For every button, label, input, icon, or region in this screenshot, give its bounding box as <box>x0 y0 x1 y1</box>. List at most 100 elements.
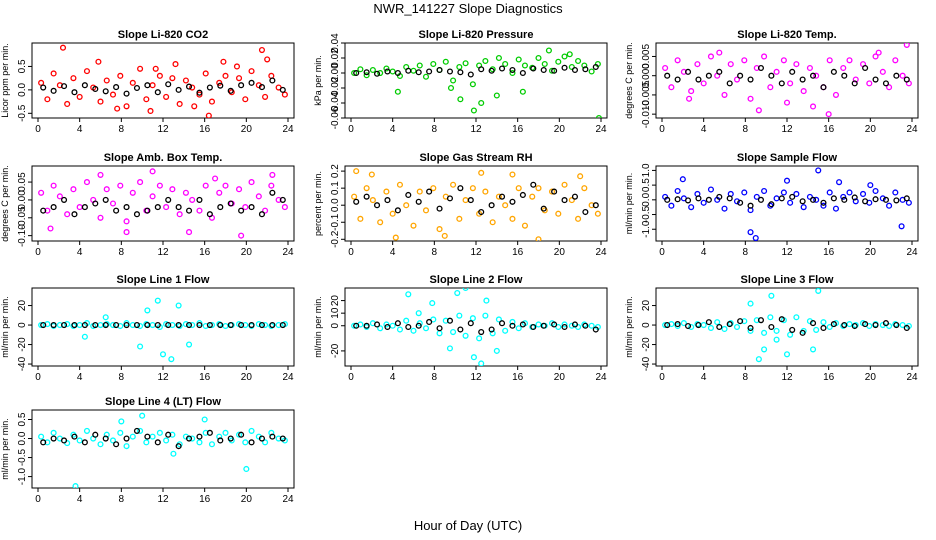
sample-point <box>38 189 45 196</box>
sample-point <box>787 80 794 87</box>
sample-point <box>212 175 219 182</box>
hourly-point <box>154 321 161 329</box>
sample-point <box>780 189 787 196</box>
sample-point <box>255 321 262 328</box>
x-tick-label: 16 <box>199 247 211 258</box>
sample-point <box>149 82 156 89</box>
sample-point <box>483 297 490 304</box>
sample-point <box>892 57 899 64</box>
hourly-point <box>893 321 900 329</box>
sample-point <box>502 202 509 209</box>
hourly-point <box>726 195 733 202</box>
panel-title: Slope Sample Flow <box>737 152 838 164</box>
sample-point <box>222 182 229 189</box>
hourly-point <box>123 90 130 97</box>
x-tick-label: 16 <box>512 247 524 258</box>
hourly-point <box>102 321 109 329</box>
hourly-point <box>217 204 224 211</box>
sample-point <box>436 330 443 337</box>
hourly-point <box>882 196 890 203</box>
sample-point <box>114 105 121 112</box>
sample-point <box>47 225 54 232</box>
figure-title: NWR_141227 Slope Diagnostics <box>373 1 563 16</box>
sample-point <box>879 195 886 202</box>
hourly-point <box>457 326 464 333</box>
hourly-point <box>571 193 579 200</box>
sample-point <box>482 312 489 319</box>
panel-title: Slope Amb. Box Temp. <box>104 152 223 164</box>
hourly-point <box>185 435 193 442</box>
sample-point <box>202 182 209 189</box>
sample-point <box>176 322 183 330</box>
panel-title: Slope Li-820 Pressure <box>419 29 534 41</box>
hourly-point <box>778 80 785 87</box>
hourly-point <box>258 84 266 91</box>
hourly-point <box>102 435 109 442</box>
sample-point <box>840 193 847 200</box>
sample-point <box>761 329 768 336</box>
sample-point <box>262 207 269 214</box>
sample-point <box>773 327 780 334</box>
sample-point <box>502 60 509 68</box>
sample-point <box>482 188 489 195</box>
hourly-point <box>903 195 910 202</box>
sample-point <box>442 58 449 65</box>
hourly-point <box>789 326 796 333</box>
sample-point <box>176 211 183 218</box>
sample-point <box>509 69 516 77</box>
sample-point <box>163 93 170 100</box>
sample-point <box>182 321 189 328</box>
sample-point <box>76 437 83 444</box>
hourly-point <box>467 71 474 78</box>
sample-point <box>489 219 496 226</box>
x-tick-label: 0 <box>348 372 354 383</box>
sample-point <box>64 211 71 218</box>
hourly-point <box>478 66 485 73</box>
sample-point <box>872 187 879 195</box>
hourly-point <box>384 68 391 75</box>
hourly-point <box>217 82 224 89</box>
hourly-point <box>820 324 827 332</box>
sample-point <box>721 91 728 98</box>
hourly-point <box>113 441 120 448</box>
hourly-point <box>175 204 182 211</box>
sample-point <box>216 189 223 196</box>
sample-point <box>191 103 198 110</box>
points-group <box>351 288 601 366</box>
y-axis-label: ml/min per min. <box>0 418 10 480</box>
sample-point <box>886 202 893 209</box>
hourly-point <box>81 82 88 89</box>
sample-point <box>208 98 216 105</box>
x-tick-label: 12 <box>157 494 169 505</box>
sample-point <box>95 58 102 65</box>
hourly-point <box>851 322 858 330</box>
sample-point <box>38 79 45 86</box>
panel-title: Slope Line 3 Flow <box>741 274 834 286</box>
sample-point <box>662 321 669 329</box>
sample-point <box>208 441 216 448</box>
sample-point <box>143 321 150 328</box>
hourly-point <box>716 323 723 331</box>
sample-point <box>688 323 695 331</box>
x-tick-label: 20 <box>241 494 253 505</box>
hourly-point <box>893 72 900 79</box>
points-group <box>662 43 912 118</box>
hourly-point <box>175 443 182 450</box>
hourly-point <box>519 321 526 328</box>
sample-point <box>363 185 370 192</box>
sample-point <box>281 204 288 211</box>
sample-point <box>430 316 437 323</box>
hourly-point <box>768 323 775 331</box>
sample-point <box>840 322 847 330</box>
sample-point <box>109 437 117 444</box>
points-group <box>662 167 912 241</box>
hourly-point <box>227 321 234 329</box>
sample-point <box>545 47 552 54</box>
y-tick-label: -0.010 <box>641 100 652 129</box>
plot-frame <box>344 287 608 367</box>
sample-point <box>826 57 833 64</box>
y-tick-label: 0 <box>330 323 341 329</box>
y-tick-label: 20 <box>641 300 652 312</box>
sample-point <box>462 288 469 292</box>
sample-point <box>97 98 104 105</box>
